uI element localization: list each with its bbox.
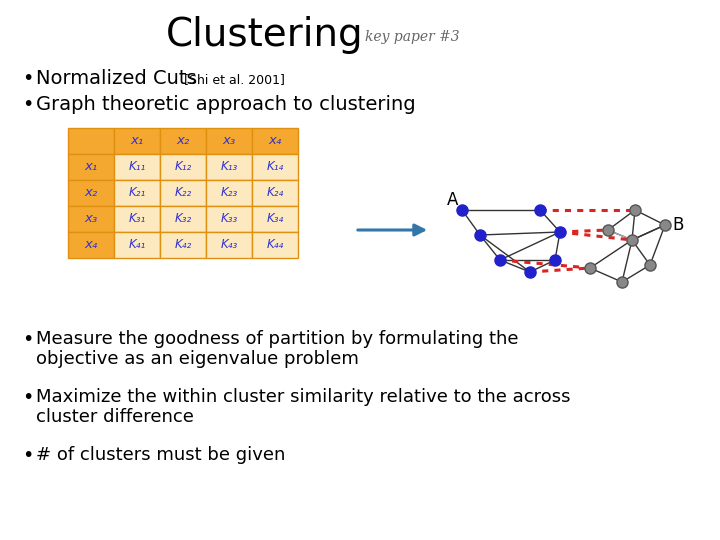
Text: x₂: x₂ — [176, 134, 189, 147]
Text: K₁₂: K₁₂ — [174, 160, 192, 173]
Text: K₄₁: K₄₁ — [128, 239, 145, 252]
Bar — [206, 128, 252, 154]
Bar — [114, 128, 160, 154]
Text: x₁: x₁ — [130, 134, 143, 147]
Bar — [68, 154, 114, 180]
Text: key paper #3: key paper #3 — [365, 30, 459, 44]
Text: •: • — [22, 446, 33, 465]
Text: K₃₄: K₃₄ — [266, 213, 284, 226]
Text: •: • — [22, 388, 33, 407]
Text: Measure the goodness of partition by formulating the: Measure the goodness of partition by for… — [36, 330, 518, 348]
Text: •: • — [22, 96, 33, 114]
Text: cluster difference: cluster difference — [36, 408, 194, 426]
Bar — [68, 206, 114, 232]
Bar — [252, 154, 298, 180]
Bar — [252, 206, 298, 232]
Text: x₄: x₄ — [84, 239, 98, 252]
Bar — [160, 232, 206, 258]
Text: x₄: x₄ — [269, 134, 282, 147]
Text: K₁₁: K₁₁ — [128, 160, 145, 173]
Text: Clustering: Clustering — [166, 16, 364, 54]
Bar — [206, 232, 252, 258]
Text: K₂₂: K₂₂ — [174, 186, 192, 199]
Text: B: B — [672, 216, 684, 234]
Bar — [160, 154, 206, 180]
Bar — [114, 232, 160, 258]
Text: K₃₁: K₃₁ — [128, 213, 145, 226]
Text: [Shi et al. 2001]: [Shi et al. 2001] — [184, 73, 285, 86]
Text: K₂₄: K₂₄ — [266, 186, 284, 199]
Text: K₃₂: K₃₂ — [174, 213, 192, 226]
Bar — [114, 180, 160, 206]
Bar — [206, 206, 252, 232]
Text: # of clusters must be given: # of clusters must be given — [36, 446, 285, 464]
Bar — [68, 180, 114, 206]
Text: •: • — [22, 69, 33, 87]
Text: x₃: x₃ — [222, 134, 235, 147]
Bar — [68, 128, 114, 154]
Text: objective as an eigenvalue problem: objective as an eigenvalue problem — [36, 350, 359, 368]
Text: x₂: x₂ — [84, 186, 98, 199]
Text: Normalized Cuts: Normalized Cuts — [36, 69, 203, 87]
Text: K₃₃: K₃₃ — [220, 213, 238, 226]
Text: K₄₃: K₄₃ — [220, 239, 238, 252]
Text: x₃: x₃ — [84, 213, 98, 226]
Bar — [114, 206, 160, 232]
Text: K₂₃: K₂₃ — [220, 186, 238, 199]
Bar — [252, 128, 298, 154]
Text: •: • — [22, 330, 33, 349]
Text: K₁₄: K₁₄ — [266, 160, 284, 173]
Bar — [160, 180, 206, 206]
Text: Graph theoretic approach to clustering: Graph theoretic approach to clustering — [36, 96, 415, 114]
Bar — [68, 232, 114, 258]
Text: K₄₂: K₄₂ — [174, 239, 192, 252]
Bar — [160, 206, 206, 232]
Bar — [114, 154, 160, 180]
Text: K₁₃: K₁₃ — [220, 160, 238, 173]
Bar — [252, 232, 298, 258]
Bar — [206, 154, 252, 180]
Bar — [206, 180, 252, 206]
Text: Maximize the within cluster similarity relative to the across: Maximize the within cluster similarity r… — [36, 388, 570, 406]
Text: K₄₄: K₄₄ — [266, 239, 284, 252]
Bar — [252, 180, 298, 206]
Bar — [160, 128, 206, 154]
Text: A: A — [447, 191, 459, 209]
Text: K₂₁: K₂₁ — [128, 186, 145, 199]
Text: x₁: x₁ — [84, 160, 98, 173]
